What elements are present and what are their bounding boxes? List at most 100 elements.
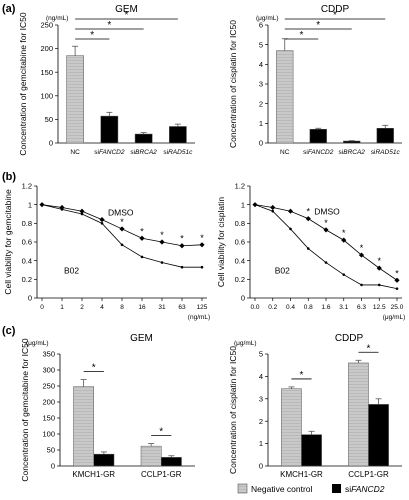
y-unit-label: (μg/mL) [26,340,49,347]
x-tick-label: siRAD51c [371,149,401,156]
y-tick-label: 0.6 [235,238,245,247]
chart-a-cddp: 0 1 2 3 4 5 6 Concentration of cisplatin for IC… [228,4,402,156]
bar [73,386,94,467]
x-unit-label: (μg/mL) [383,314,406,321]
data-point [342,273,346,276]
significance-star: * [367,343,371,354]
y-tick-label: 0 [49,139,53,148]
data-point [140,255,144,259]
y-tick-label: 0.8 [22,219,32,228]
significance-star: * [324,218,328,228]
significance-star: * [316,20,320,31]
series-label-b02: B02 [275,266,290,276]
y-tick-label: 4 [259,60,263,69]
x-tick-label: NC [70,149,80,156]
y-tick-label: 5 [259,350,263,359]
chart-c-cddp: 0 1 2 3 4 5 Concentration of cisplatin for IC5… [228,333,402,479]
significance-star: * [90,30,94,41]
y-axis-label: Concentration of cisplatin for IC50 [228,20,238,148]
series-label-dmso: DMSO [314,207,340,217]
y-tick-label: 50 [47,446,55,455]
y-tick-label: 6 [259,21,263,30]
x-unit-label: (ng/mL) [188,314,210,321]
y-tick-label: 0.8 [235,219,245,228]
data-point [100,222,104,225]
significance-star: * [395,268,399,278]
legend-label-sifancd2: siFANCD2 [345,484,385,494]
y-tick-label: 350 [42,350,55,359]
y-unit-label: (μg/mL) [256,15,279,22]
x-tick-label: 0.8 [304,304,313,311]
y-axis-label: Cell viability for gemcitabine [3,189,13,295]
y-tick-label: 0.2 [22,275,32,284]
significance-star: * [107,20,111,31]
x-tick-label: CCLP1-GR [141,470,182,479]
y-tick-label: 0.6 [22,238,32,247]
x-tick-label: CCLP1-GR [348,470,389,479]
bar [309,128,327,144]
significance-star: * [160,230,164,240]
chart-title: GEM [130,333,153,344]
data-point [80,212,84,216]
x-tick-label: siFANCD2 [303,149,334,156]
data-point [377,283,381,287]
data-point [324,261,328,264]
y-tick-label: 100 [42,430,55,439]
x-tick-label: 1 [60,304,64,311]
bar [100,115,119,144]
bar [66,55,84,144]
y-tick-label: 3 [259,80,263,89]
data-point [271,209,275,213]
y-tick-label: 0 [259,462,263,471]
bar [276,50,294,144]
chart-c-gem: 0 50 100 150 200 250 300 350 Concentration of ge… [20,333,195,482]
data-point [323,227,329,233]
x-tick-label: siBRCA2 [130,149,157,156]
bar [343,140,361,144]
data-point [99,217,105,223]
y-tick-label: 150 [40,68,53,77]
data-point [159,239,165,245]
series-label-b02: B02 [64,266,79,276]
y-tick-label: 200 [40,44,53,53]
x-tick-label: 0.4 [286,304,295,311]
x-tick-label: 6.3 [357,304,366,311]
y-tick-label: 300 [42,366,55,375]
y-tick-label: 150 [42,414,55,423]
bar [368,404,389,467]
significance-star: * [140,226,144,236]
x-tick-label: siBRCA2 [339,149,366,156]
chart-title: GEM [115,4,138,15]
x-tick-label: 0.0 [250,304,259,311]
y-axis-label: Concentration of gemcitabine for IC50 [20,338,30,481]
data-point [40,203,44,206]
data-point [199,242,205,248]
y-tick-label: 0.4 [235,256,245,265]
y-tick-label: 1 [28,200,32,209]
data-point [395,287,399,290]
data-point [289,227,292,231]
x-tick-label: 63 [178,304,186,311]
y-tick-label: 0 [259,139,263,148]
legend-swatch-negative-control [237,483,248,494]
x-tick-label: 0 [40,304,44,311]
data-point [160,261,164,264]
x-tick-label: 0.2 [268,304,277,311]
significance-star: * [200,233,204,243]
y-tick-label: 1 [259,439,263,448]
significance-star: * [125,10,129,21]
data-point [180,265,184,269]
bar [169,126,187,144]
data-point [270,204,276,211]
y-tick-label: 1.2 [235,182,245,191]
x-tick-label: 3.1 [339,304,348,311]
y-tick-label: 1.2 [22,182,32,191]
y-axis-label: Concentration of gemcitabine for IC50 [18,12,28,155]
bar [134,133,153,144]
bar [348,362,369,467]
y-tick-label: 250 [40,21,53,30]
y-tick-label: 5 [259,40,263,49]
data-point [358,252,365,258]
x-tick-label: 4 [100,304,104,311]
x-tick-label: NC [280,149,290,156]
